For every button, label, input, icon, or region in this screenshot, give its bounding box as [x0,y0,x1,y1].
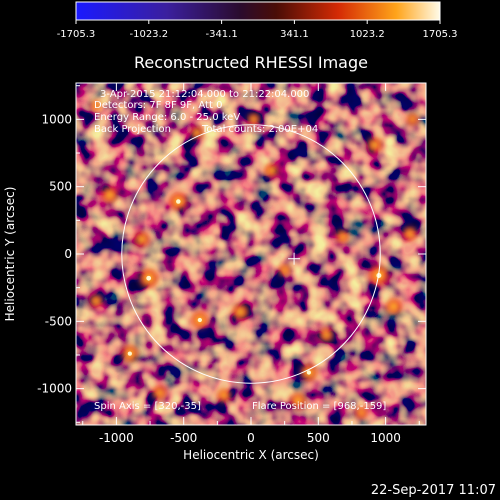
colorbar-tick-label: 341.1 [280,29,309,40]
hotspot-core [338,232,347,241]
image-texture [76,83,426,425]
hotspot-core [250,116,257,123]
chart-title: Reconstructed RHESSI Image [134,53,368,72]
hotspot-core [281,266,288,274]
hotspot-peak [306,370,312,375]
x-tick-label: 1000 [370,431,401,445]
hotspot-core [358,409,365,417]
x-tick-label: -1000 [99,431,134,445]
hotspot-core [409,116,416,123]
colorbar-tick-label: 1705.3 [423,29,458,40]
y-axis-label: Heliocentric Y (arcsec) [3,187,17,322]
method-label: Back Projection [94,124,171,135]
hotspot-core [322,330,331,339]
hotspot-peak [197,317,202,323]
hotspot-core [293,396,303,406]
total-counts-label: Total counts: 2.00E+04 [201,124,318,135]
spin-axis-label: Spin Axis = [320,-35] [94,401,201,412]
colorbar-tick-label: -1705.3 [57,29,96,40]
hotspot-core [137,235,147,244]
time-range-label: 3-Apr-2015 21:12:04.000 to 21:22:04.000 [100,89,309,100]
detectors-label: Detectors: 7F 8F 9F, Att 0 [94,100,222,111]
x-axis-label: Heliocentric X (arcsec) [183,448,319,462]
hotspot-peak [127,351,132,356]
hotspot-peak [146,275,152,281]
colorbar-gradient [75,1,441,21]
hotspot-core [267,166,276,175]
colorbar: -1705.3 -1023.2 -341.1 341.1 1023.2 1705.3 [57,1,458,40]
hotspot-core [405,229,414,238]
y-tick-label: -1000 [37,382,72,396]
x-axis: -1000 -500 0 500 1000 [82,83,420,445]
hotspot-core [92,297,100,305]
hotspot-core [105,190,115,200]
hotspot-core [235,307,245,317]
energy-range-label: Energy Range: 6.0 - 25.0 keV [94,112,240,123]
y-axis: -1000 -500 0 500 1000 [37,85,426,423]
flare-position-marker [288,252,301,265]
x-tick-label: 0 [247,431,255,445]
hotspot-core [220,391,228,400]
hotspot-core [193,129,201,137]
colorbar-tick-label: -341.1 [205,29,237,40]
annotations: 3-Apr-2015 21:12:04.000 to 21:22:04.000 … [94,89,386,412]
solar-limb-circle [121,124,381,384]
hotspot-peak [176,199,181,204]
flare-position-label: Flare Position = [968,-159] [252,401,386,412]
x-tick-label: 500 [307,431,330,445]
hotspot-core [389,302,399,311]
y-tick-label: 1000 [41,112,72,126]
hotspot-core [93,102,100,109]
colorbar-tick-label: 1023.2 [350,29,385,40]
y-tick-label: 500 [49,180,72,194]
image-plot [76,83,426,425]
y-tick-label: 0 [64,247,72,261]
y-tick-label: -500 [45,314,72,328]
footer-timestamp: 22-Sep-2017 11:07 [371,483,496,498]
colorbar-tick-label: -1023.2 [129,29,168,40]
hotspots [89,100,419,419]
colorbar-ticks: -1705.3 -1023.2 -341.1 341.1 1023.2 1705.3 [57,20,458,40]
x-tick-label: -500 [170,431,197,445]
hotspot-core [155,388,164,397]
hotspot-core [370,140,379,150]
